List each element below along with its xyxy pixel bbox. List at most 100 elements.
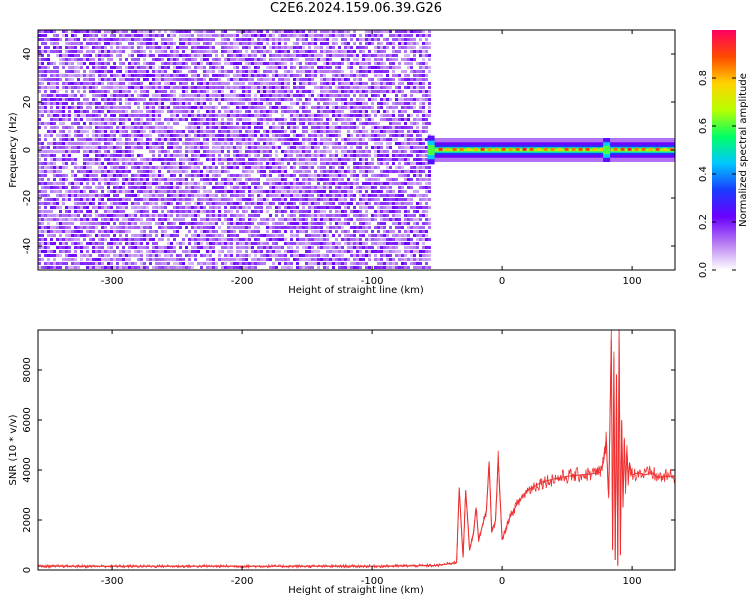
heatmap-cell — [86, 38, 89, 41]
heatmap-cell — [239, 110, 242, 113]
heatmap-cell — [260, 102, 263, 105]
heatmap-cell — [269, 162, 272, 165]
heatmap-cell — [134, 162, 137, 165]
heatmap-cell — [179, 178, 182, 181]
heatmap-cell — [140, 122, 143, 125]
heatmap-cell — [149, 134, 152, 137]
heatmap-cell — [182, 114, 185, 117]
heatmap-cell — [212, 242, 215, 245]
heatmap-cell — [77, 86, 80, 89]
heatmap-cell — [86, 142, 89, 145]
heatmap-cell — [245, 98, 248, 101]
heatmap-cell — [38, 74, 41, 77]
heatmap-cell — [320, 66, 323, 69]
heatmap-cell — [188, 122, 191, 125]
heatmap-cell — [248, 74, 251, 77]
heatmap-cell — [188, 250, 191, 253]
heatmap-cell — [248, 162, 251, 165]
heatmap-cell — [83, 142, 86, 145]
heatmap-cell — [191, 74, 194, 77]
heatmap-cell — [275, 66, 278, 69]
heatmap-cell — [275, 154, 278, 157]
heatmap-cell — [233, 266, 236, 269]
heatmap-cell — [47, 226, 50, 229]
heatmap-cell — [101, 238, 104, 241]
heatmap-cell — [296, 142, 299, 145]
heatmap-cell — [212, 94, 215, 97]
heatmap-cell — [218, 138, 221, 141]
heatmap-cell — [248, 166, 251, 169]
heatmap-cell — [101, 186, 104, 189]
heatmap-cell — [206, 126, 209, 129]
heatmap-cell — [290, 182, 293, 185]
heatmap-cell — [293, 198, 296, 201]
heatmap-cell — [101, 266, 104, 269]
heatmap-cell — [326, 202, 329, 205]
heatmap-cell — [320, 54, 323, 57]
heatmap-cell — [167, 166, 170, 169]
heatmap-cell — [206, 62, 209, 65]
heatmap-cell — [200, 90, 203, 93]
heatmap-cell — [200, 266, 203, 269]
heatmap-cell — [89, 202, 92, 205]
heatmap-cell — [170, 50, 173, 53]
heatmap-cell — [119, 50, 122, 53]
heatmap-cell — [326, 194, 329, 197]
heatmap-cell — [89, 38, 92, 41]
heatmap-cell — [269, 238, 272, 241]
heatmap-cell — [278, 126, 281, 129]
heatmap-cell — [191, 154, 194, 157]
heatmap-cell — [173, 170, 176, 173]
heatmap-cell — [242, 30, 245, 33]
heatmap-cell — [170, 174, 173, 177]
heatmap-cell — [227, 146, 230, 149]
heatmap-cell — [158, 126, 161, 129]
heatmap-cell — [80, 246, 83, 249]
heatmap-cell — [257, 190, 260, 193]
heatmap-cell — [116, 238, 119, 241]
heatmap-cell — [59, 242, 62, 245]
heatmap-cell — [185, 54, 188, 57]
heatmap-cell — [104, 250, 107, 253]
heatmap-cell — [248, 98, 251, 101]
heatmap-cell — [113, 238, 116, 241]
heatmap-cell — [257, 230, 260, 233]
heatmap-cell — [320, 46, 323, 49]
heatmap-cell — [245, 166, 248, 169]
heatmap-cell — [227, 198, 230, 201]
heatmap-cell — [236, 94, 239, 97]
heatmap-cell — [140, 198, 143, 201]
heatmap-cell — [122, 222, 125, 225]
heatmap-cell — [260, 94, 263, 97]
heatmap-cell — [56, 170, 59, 173]
heatmap-cell — [149, 170, 152, 173]
heatmap-cell — [296, 254, 299, 257]
heatmap-cell — [128, 70, 131, 73]
heatmap-cell — [251, 170, 254, 173]
heatmap-cell — [167, 146, 170, 149]
heatmap-cell — [164, 250, 167, 253]
heatmap-cell — [317, 250, 320, 253]
heatmap-cell — [95, 46, 98, 49]
heatmap-cell — [53, 50, 56, 53]
heatmap-cell — [158, 34, 161, 37]
heatmap-cell — [146, 238, 149, 241]
heatmap-cell — [338, 114, 341, 117]
heatmap-cell — [68, 106, 71, 109]
heatmap-cell — [122, 162, 125, 165]
heatmap-cell — [65, 138, 68, 141]
heatmap-cell — [317, 122, 320, 125]
heatmap-cell — [284, 94, 287, 97]
heatmap-cell — [245, 142, 248, 145]
heatmap-cell — [65, 186, 68, 189]
heatmap-cell — [245, 94, 248, 97]
heatmap-cell — [62, 86, 65, 89]
heatmap-cell — [323, 110, 326, 113]
heatmap-cell — [308, 154, 311, 157]
heatmap-cell — [53, 234, 56, 237]
heatmap-cell — [254, 70, 257, 73]
heatmap-cell — [281, 82, 284, 85]
heatmap-cell — [239, 250, 242, 253]
heatmap-cell — [44, 246, 47, 249]
heatmap-cell — [158, 138, 161, 141]
